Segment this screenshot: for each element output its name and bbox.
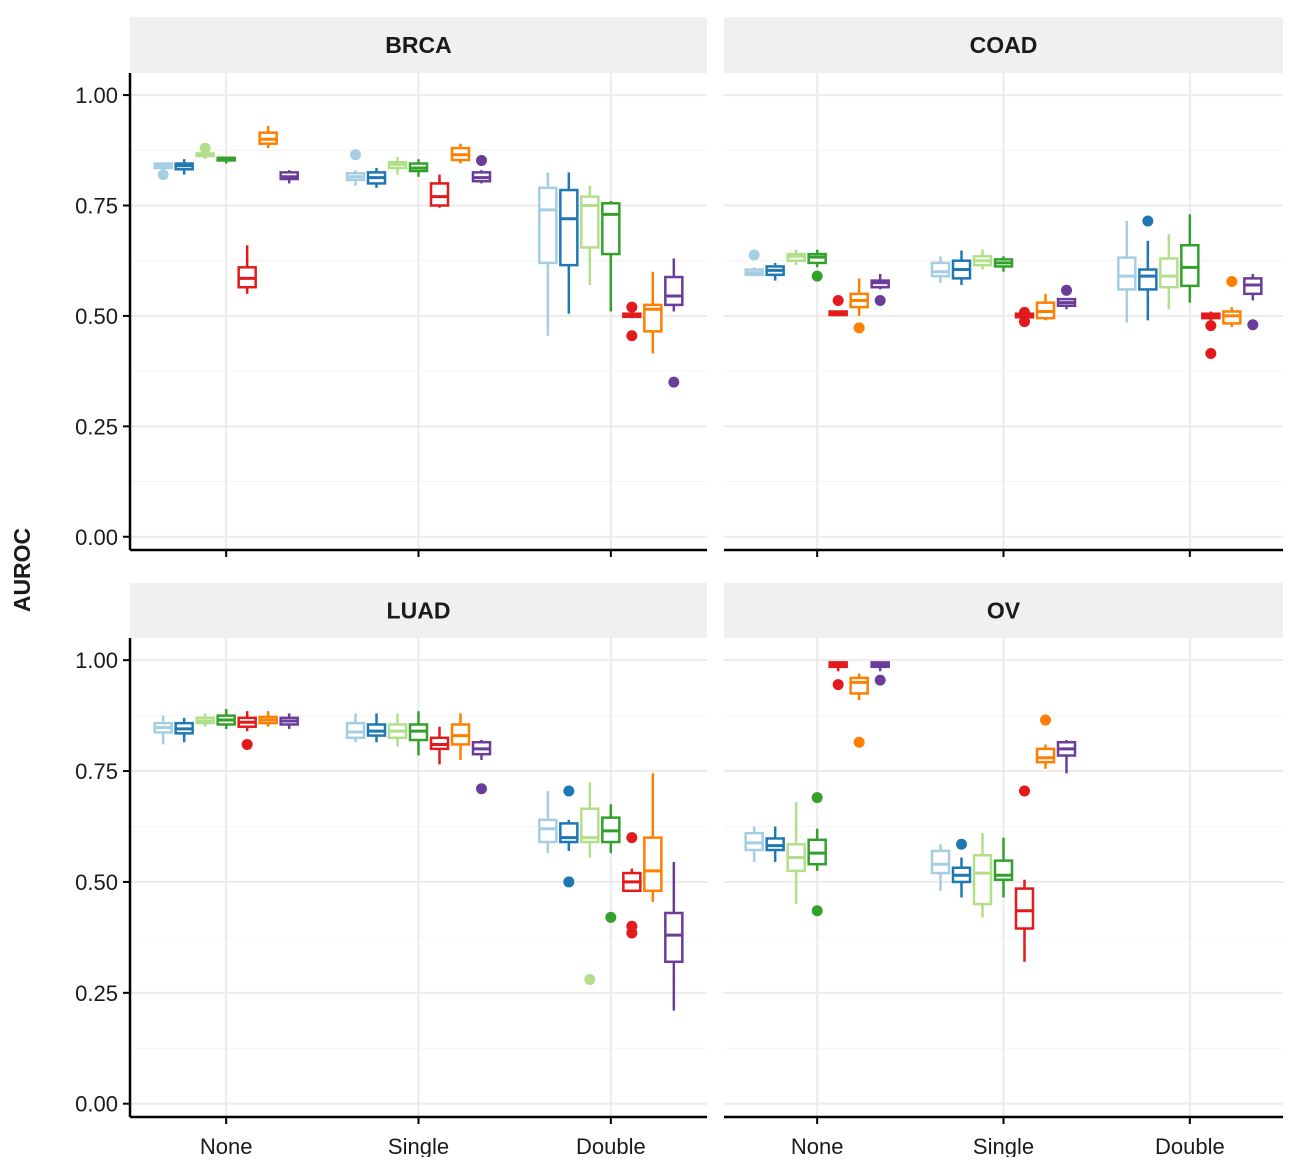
box-iqr: [580, 195, 600, 249]
x-tick-label: Single: [973, 1134, 1034, 1157]
outlier-point: [811, 270, 823, 282]
box-iqr: [643, 303, 663, 333]
outlier-point: [668, 376, 680, 388]
outlier-point: [350, 149, 361, 161]
x-tick-label: Double: [576, 1134, 646, 1157]
outlier-point: [874, 674, 886, 686]
box-iqr: [345, 721, 366, 740]
box-iqr: [930, 261, 951, 278]
panel-brca-strip: [130, 17, 707, 73]
box-iqr: [1035, 747, 1056, 764]
box-iqr: [538, 186, 558, 265]
outlier-point: [811, 905, 823, 917]
outlier-point: [832, 679, 844, 691]
box-iqr: [559, 188, 579, 267]
box-iqr: [1222, 310, 1242, 325]
box-iqr: [559, 822, 579, 844]
x-tick-label: None: [791, 1134, 844, 1157]
x-tick-label: Single: [388, 1134, 449, 1157]
outlier-point: [1019, 316, 1030, 328]
outlier-point: [1226, 275, 1238, 287]
box-iqr: [1138, 268, 1158, 291]
y-axis-label: AUROC: [9, 528, 35, 612]
x-tick-label: Double: [1155, 1134, 1225, 1157]
outlier-point: [563, 876, 575, 888]
y-tick-label: 0.50: [75, 304, 118, 329]
outlier-point: [1247, 319, 1259, 331]
outlier-point: [626, 330, 638, 342]
panel-title: OV: [987, 598, 1021, 624]
x-tick-label: None: [200, 1134, 253, 1157]
outlier-point: [811, 792, 823, 804]
box-iqr: [1117, 256, 1137, 291]
box-iqr: [930, 849, 951, 875]
outlier-point: [563, 785, 575, 797]
y-tick-label: 0.75: [75, 759, 118, 784]
y-tick-label: 0.00: [75, 1092, 118, 1117]
panel-ov-strip: [724, 583, 1283, 638]
y-tick-label: 1.00: [75, 83, 118, 108]
panel-title: BRCA: [385, 32, 451, 58]
outlier-point: [1019, 306, 1030, 318]
panel-title: COAD: [970, 32, 1038, 58]
box-iqr: [1159, 257, 1179, 289]
box-iqr: [664, 911, 684, 964]
outlier-point: [476, 783, 487, 795]
y-tick-label: 0.25: [75, 981, 118, 1006]
outlier-point: [626, 832, 638, 844]
outlier-point: [1019, 785, 1030, 797]
box-iqr: [429, 182, 450, 207]
outlier-point: [626, 301, 638, 313]
box-iqr: [664, 275, 684, 307]
box-iqr: [1180, 244, 1200, 288]
y-tick-label: 0.00: [75, 525, 118, 550]
box-iqr: [538, 818, 558, 844]
outlier-point: [1142, 215, 1154, 227]
outlier-point: [584, 974, 596, 986]
box-iqr: [972, 854, 993, 906]
outlier-point: [832, 294, 844, 306]
outlier-point: [1205, 347, 1217, 359]
outlier-point: [1040, 714, 1051, 726]
outlier-point: [874, 294, 886, 306]
box-iqr: [993, 859, 1014, 881]
outlier-point: [605, 911, 617, 923]
outlier-point: [476, 154, 487, 166]
outlier-point: [626, 920, 638, 932]
panel-coad-strip: [724, 17, 1283, 73]
y-tick-label: 0.75: [75, 194, 118, 219]
outlier-point: [241, 738, 253, 750]
box-iqr: [643, 836, 663, 893]
y-tick-label: 1.00: [75, 648, 118, 673]
box-iqr: [849, 676, 869, 695]
outlier-point: [199, 142, 211, 154]
y-tick-label: 0.50: [75, 870, 118, 895]
box-iqr: [601, 202, 621, 256]
outlier-point: [853, 736, 865, 748]
panel-title: LUAD: [387, 598, 451, 624]
outlier-point: [157, 169, 169, 181]
outlier-point: [853, 322, 865, 334]
box-iqr: [580, 807, 600, 844]
outlier-point: [1061, 284, 1072, 296]
outlier-point: [748, 249, 760, 261]
box-iqr: [1014, 887, 1035, 930]
panel-luad-strip: [130, 583, 707, 638]
y-tick-label: 0.25: [75, 414, 118, 439]
outlier-point: [956, 838, 967, 850]
outlier-point: [1205, 320, 1217, 332]
